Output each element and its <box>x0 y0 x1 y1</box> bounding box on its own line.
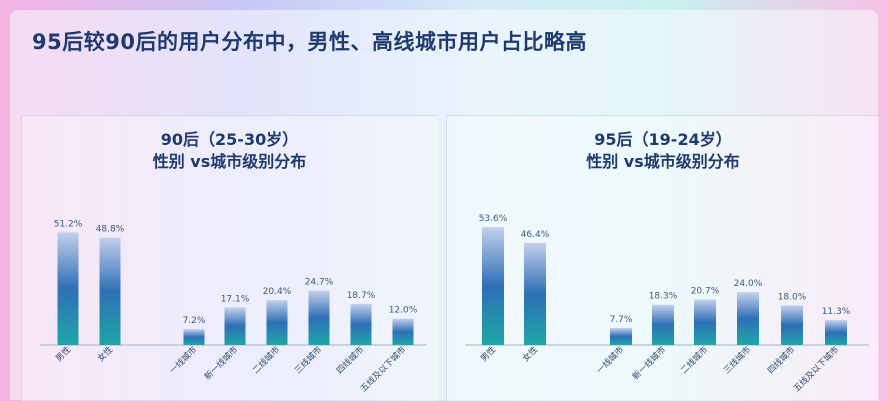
bar-1 <box>482 227 504 345</box>
category-label: 四线城市 <box>334 344 366 376</box>
category-label: 新一线城市 <box>202 344 240 382</box>
category-label: 女性 <box>95 344 115 364</box>
bar-5 <box>694 299 716 345</box>
page-title: 95后较90后的用户分布中，男性、高线城市用户占比略高 <box>32 30 587 54</box>
category-label: 女性 <box>520 344 540 364</box>
data-label: 24.0% <box>734 279 763 289</box>
data-label: 24.7% <box>305 278 334 288</box>
bar-5 <box>266 300 288 345</box>
data-label: 7.2% <box>183 316 206 326</box>
data-label: 46.4% <box>521 230 550 240</box>
data-label: 48.8% <box>96 225 125 235</box>
category-label: 二线城市 <box>250 344 282 376</box>
data-label: 18.3% <box>649 292 678 302</box>
bar-7 <box>350 303 372 345</box>
chart-subtitle: 性别 vs城市级别分布 <box>152 152 307 171</box>
bar-8 <box>825 320 847 345</box>
category-label: 男性 <box>53 344 73 364</box>
bar-7 <box>781 305 803 345</box>
category-label: 二线城市 <box>678 344 710 376</box>
data-label: 7.7% <box>610 315 633 325</box>
chart-panel-90s: 90后（25-30岁） 性别 vs城市级别分布 51.2% 男性 48.8% 女性 7.… <box>21 115 437 401</box>
bar-8 <box>392 318 414 345</box>
bar-6 <box>308 290 330 345</box>
data-label: 11.3% <box>822 307 851 317</box>
data-label: 20.4% <box>263 287 292 297</box>
chart-subtitle: 性别 vs城市级别分布 <box>586 152 740 171</box>
chart-title: 95后（19-24岁） <box>594 130 732 149</box>
category-label: 一线城市 <box>594 344 626 376</box>
bar-chart-95s: 53.6% 男性 46.4% 女性 7.7% 一线城市 18.3% 新一线城市 20.7% 二线城… <box>465 214 869 394</box>
bar-3 <box>610 328 632 345</box>
data-label: 18.0% <box>778 292 807 302</box>
bar-3 <box>183 329 205 345</box>
data-label: 12.0% <box>389 306 418 316</box>
data-label: 53.6% <box>479 214 508 224</box>
category-label: 男性 <box>478 344 498 364</box>
category-label: 四线城市 <box>765 344 797 376</box>
bar-4 <box>652 304 674 345</box>
category-label: 五线及以下城市 <box>358 344 408 394</box>
bar-2 <box>524 242 546 345</box>
bar-1 <box>57 232 79 345</box>
chart-panel-95s: 95后（19-24岁） 性别 vs城市级别分布 53.6% 男性 46.4% 女性 7.… <box>446 115 880 401</box>
data-label: 17.1% <box>221 294 250 304</box>
category-label: 三线城市 <box>721 344 753 376</box>
report-card <box>10 10 878 400</box>
data-label: 18.7% <box>347 291 376 301</box>
bar-2 <box>99 237 121 345</box>
bar-6 <box>737 292 759 345</box>
category-label: 五线及以下城市 <box>791 344 841 394</box>
bar-4 <box>224 307 246 345</box>
data-label: 51.2% <box>54 219 83 229</box>
chart-title: 90后（25-30岁） <box>160 130 299 149</box>
category-label: 三线城市 <box>292 344 324 376</box>
category-label: 新一线城市 <box>630 344 668 382</box>
data-label: 20.7% <box>691 286 720 296</box>
bar-chart-90s: 51.2% 男性 48.8% 女性 7.2% 一线城市 17.1% 新一线城市 20.4% 二线城… <box>40 219 427 394</box>
category-label: 一线城市 <box>167 344 199 376</box>
